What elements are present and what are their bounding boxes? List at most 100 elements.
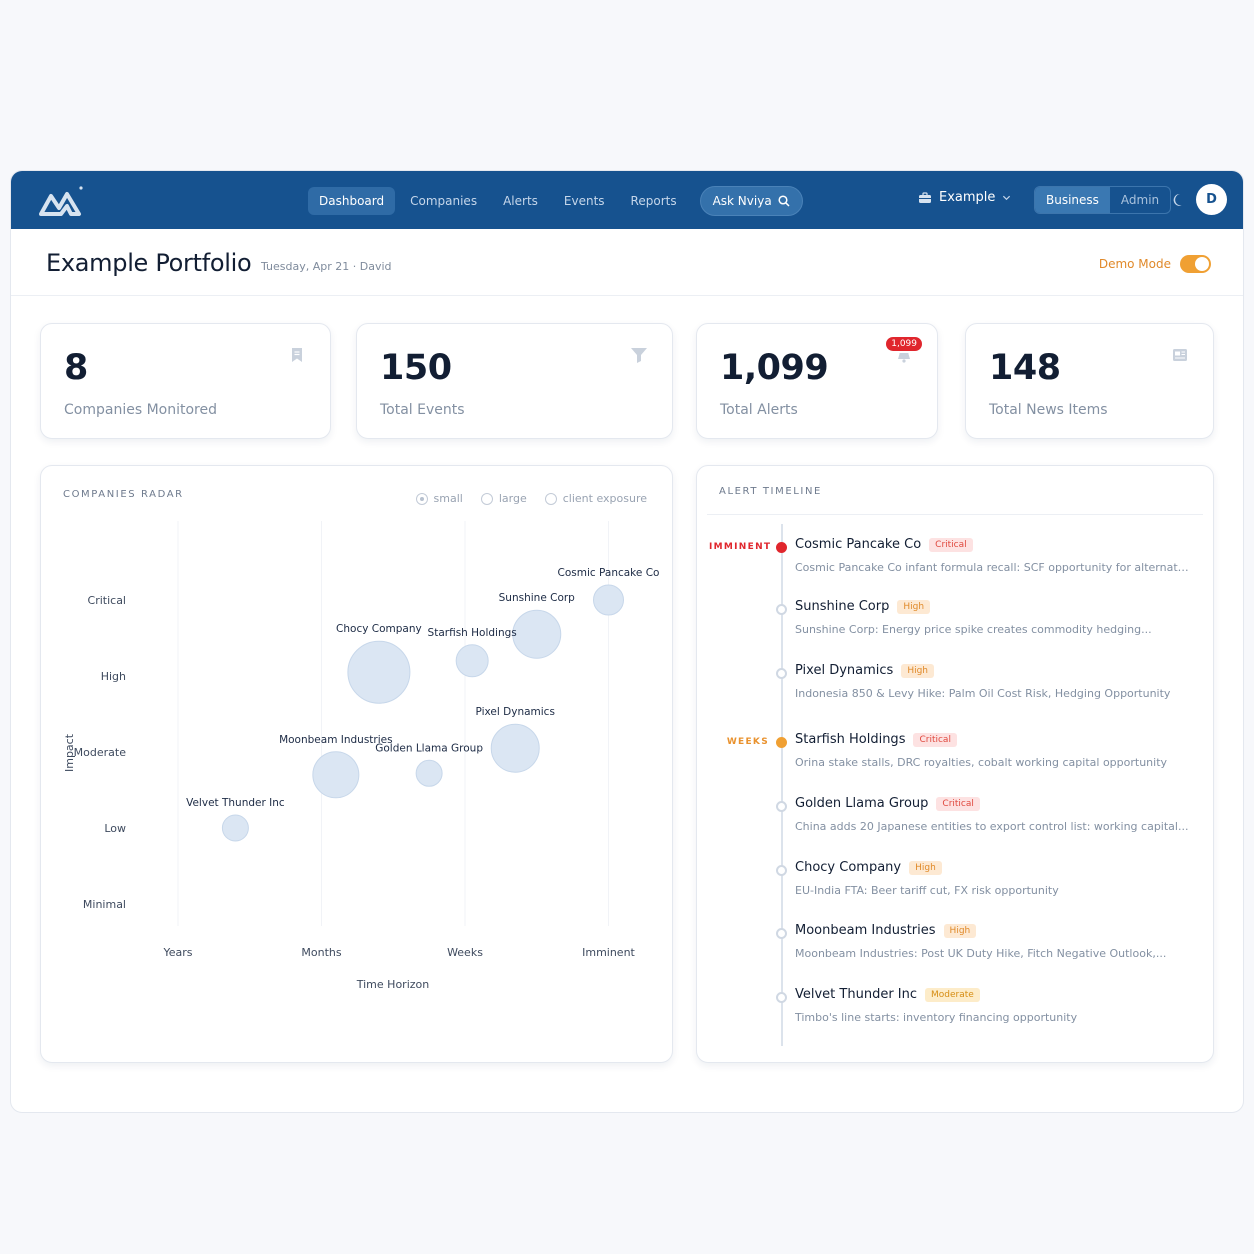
company-name: Starfish Holdings bbox=[795, 732, 906, 747]
size-option-small[interactable]: small bbox=[415, 492, 463, 505]
timeline-marker bbox=[776, 928, 787, 939]
alert-timeline-panel: ALERT TIMELINE IMMINENT Cosmic Pancake Co… bbox=[696, 465, 1214, 1063]
timeline-item[interactable]: Chocy Company High EU-India FTA: Beer tari… bbox=[697, 860, 1213, 914]
timeline-item-description: Moonbeam Industries: Post UK Duty Hike, … bbox=[795, 947, 1167, 960]
severity-badge: High bbox=[909, 860, 942, 875]
company-name: Golden Llama Group bbox=[795, 796, 929, 811]
avatar[interactable]: D bbox=[1196, 184, 1227, 215]
x-tick-label: Years bbox=[162, 946, 192, 959]
timeline-item-description: Cosmic Pancake Co infant formula recall:… bbox=[795, 561, 1190, 574]
demo-mode-label: Demo Mode bbox=[1098, 257, 1171, 271]
moon-icon[interactable] bbox=[1171, 192, 1187, 208]
timeline-marker bbox=[776, 737, 787, 748]
radio-dot bbox=[544, 492, 557, 505]
stat-value: 8 bbox=[64, 348, 88, 388]
demo-mode-control: Demo Mode bbox=[1099, 255, 1211, 273]
timeline-item[interactable]: WEEKS Starfish Holdings Critical Orina stak… bbox=[697, 732, 1213, 786]
severity-badge: High bbox=[897, 599, 931, 614]
alerts-count-badge: 1,099 bbox=[884, 335, 924, 353]
y-tick-label: High bbox=[101, 670, 126, 683]
stat-card-events[interactable]: 150 Total Events bbox=[356, 323, 673, 439]
nav-companies[interactable]: Companies bbox=[410, 194, 478, 208]
bubble-point bbox=[455, 644, 489, 678]
timeline-item-description: Orina stake stalls, DRC royalties, cobal… bbox=[795, 756, 1168, 769]
divider bbox=[707, 514, 1203, 515]
ask-nviya-label: Ask Nviya bbox=[712, 194, 772, 208]
bubble-label: Chocy Company bbox=[336, 623, 422, 635]
timeline-item-description: China adds 20 Japanese entities to expor… bbox=[795, 820, 1189, 833]
severity-badge: Critical bbox=[929, 537, 973, 552]
y-tick-label: Minimal bbox=[83, 898, 126, 911]
stat-card-news[interactable]: 148 Total News Items bbox=[965, 323, 1214, 439]
timeline-item[interactable]: IMMINENT Cosmic Pancake Co Critical Cosmic … bbox=[697, 537, 1213, 591]
timeline-item-description: Sunshine Corp: Energy price spike create… bbox=[795, 623, 1152, 636]
timeline-title: ALERT TIMELINE bbox=[719, 486, 822, 497]
nav-alerts[interactable]: Alerts bbox=[503, 194, 538, 208]
stat-label: Total Alerts bbox=[720, 402, 798, 418]
stat-card-alerts[interactable]: 1,099 Total Alerts 1,099 bbox=[696, 323, 938, 439]
severity-badge: Moderate bbox=[925, 987, 980, 1002]
timeline-item[interactable]: Velvet Thunder Inc Moderate Timbo's line s… bbox=[697, 987, 1213, 1041]
size-option-client-exposure[interactable]: client exposure bbox=[544, 492, 647, 505]
y-tick-label: Critical bbox=[88, 594, 126, 607]
x-tick-label: Weeks bbox=[447, 946, 483, 959]
stat-label: Companies Monitored bbox=[64, 402, 217, 418]
page-header: Example Portfolio Tuesday, Apr 21 · Davi… bbox=[11, 229, 1243, 296]
timeline-group-label: IMMINENT bbox=[709, 542, 772, 552]
timeline-item[interactable]: Golden Llama Group Critical China adds 20 … bbox=[697, 796, 1213, 850]
bubble-label: Starfish Holdings bbox=[428, 627, 517, 639]
stat-label: Total Events bbox=[380, 402, 465, 418]
y-tick-label: Moderate bbox=[74, 746, 127, 759]
x-tick-label: Imminent bbox=[582, 946, 635, 959]
stat-card-companies[interactable]: 8 Companies Monitored bbox=[40, 323, 331, 439]
bubble-point bbox=[312, 751, 360, 799]
ask-nviya-button[interactable]: Ask Nviya bbox=[699, 186, 803, 216]
severity-badge: Critical bbox=[913, 732, 957, 747]
y-axis-label: Impact bbox=[63, 733, 76, 772]
stat-value: 150 bbox=[380, 348, 452, 388]
timeline-marker bbox=[776, 542, 787, 553]
timeline-item[interactable]: Moonbeam Industries High Moonbeam Industri… bbox=[697, 923, 1213, 977]
page-title: Example Portfolio bbox=[46, 249, 252, 277]
mode-segmented-control: Business Admin bbox=[1034, 186, 1172, 214]
demo-mode-toggle[interactable] bbox=[1180, 255, 1211, 273]
severity-badge: High bbox=[943, 923, 977, 938]
company-name: Pixel Dynamics bbox=[795, 663, 894, 678]
search-icon bbox=[778, 195, 790, 207]
timeline-item-title: Pixel Dynamics High bbox=[795, 663, 934, 678]
bubble-point bbox=[490, 723, 540, 773]
chevron-down-icon bbox=[1003, 195, 1011, 201]
timeline-item-title: Velvet Thunder Inc Moderate bbox=[795, 987, 980, 1002]
bubble-label: Moonbeam Industries bbox=[279, 734, 393, 746]
size-option-label: client exposure bbox=[562, 492, 647, 505]
stat-value: 148 bbox=[989, 348, 1061, 388]
nav-reports[interactable]: Reports bbox=[630, 194, 677, 208]
nav-dashboard[interactable]: Dashboard bbox=[308, 187, 396, 215]
size-option-large[interactable]: large bbox=[480, 492, 527, 505]
main-nav: Dashboard Companies Alerts Events Report… bbox=[308, 186, 803, 216]
severity-badge: High bbox=[901, 663, 934, 678]
company-name: Chocy Company bbox=[795, 860, 902, 875]
org-switcher[interactable]: Example bbox=[918, 190, 1011, 205]
top-navbar: Dashboard Companies Alerts Events Report… bbox=[11, 171, 1243, 229]
bubble-point bbox=[347, 640, 411, 704]
timeline-item[interactable]: Pixel Dynamics High Indonesia 850 & Levy H… bbox=[697, 663, 1213, 717]
nviya-logo-icon[interactable] bbox=[39, 184, 87, 218]
timeline-item-title: Starfish Holdings Critical bbox=[795, 732, 957, 747]
radio-dot bbox=[480, 492, 493, 505]
timeline-item-title: Chocy Company High bbox=[795, 860, 942, 875]
segment-business[interactable]: Business bbox=[1035, 187, 1110, 213]
bubble-point bbox=[512, 609, 562, 659]
timeline-item-title: Cosmic Pancake Co Critical bbox=[795, 537, 973, 552]
bubble-point bbox=[415, 759, 443, 787]
filter-icon bbox=[631, 348, 647, 363]
segment-admin[interactable]: Admin bbox=[1120, 193, 1160, 207]
timeline-item-description: Timbo's line starts: inventory financing… bbox=[795, 1011, 1078, 1024]
bubble-label: Golden Llama Group bbox=[375, 742, 483, 754]
company-name: Sunshine Corp bbox=[795, 599, 890, 614]
nav-events[interactable]: Events bbox=[563, 194, 605, 208]
timeline-item-title: Moonbeam Industries High bbox=[795, 923, 977, 938]
timeline-item[interactable]: Sunshine Corp High Sunshine Corp: Energy p… bbox=[697, 599, 1213, 653]
stat-label: Total News Items bbox=[989, 402, 1108, 418]
newspaper-icon bbox=[1173, 349, 1187, 361]
